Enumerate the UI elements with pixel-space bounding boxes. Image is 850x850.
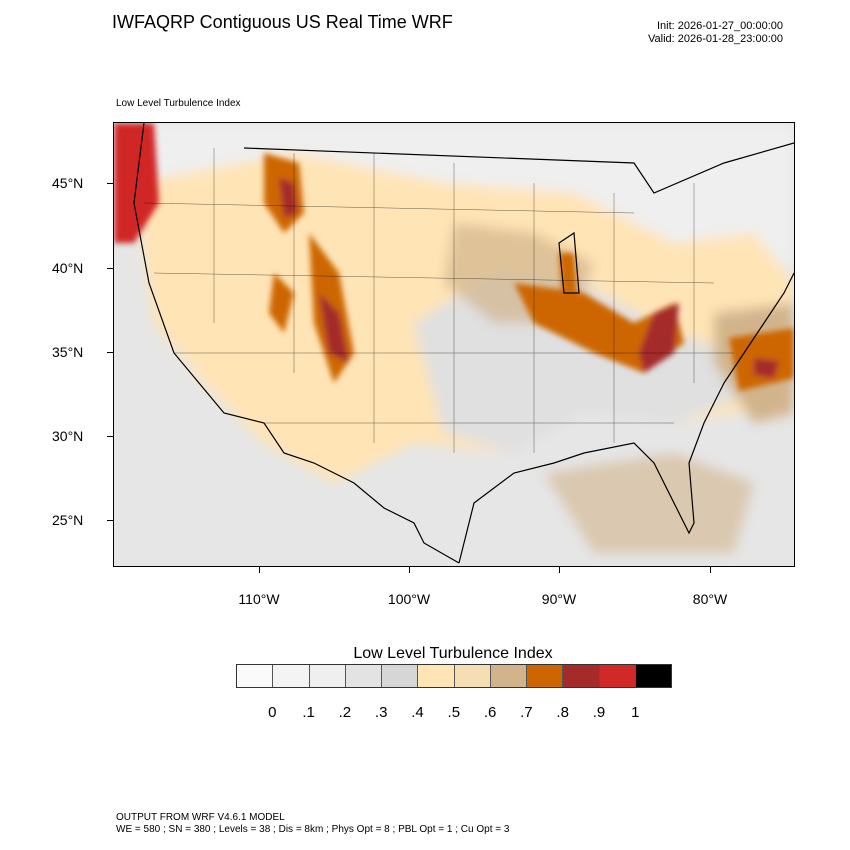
lat-label: 35°N	[52, 344, 84, 360]
colorbar-swatch	[527, 665, 564, 687]
colorbar-swatch	[382, 665, 419, 687]
colorbar-label: 1	[631, 704, 640, 721]
lat-label: 45°N	[52, 175, 84, 191]
colorbar-swatch	[563, 665, 600, 687]
model-settings: WE = 580 ; SN = 380 ; Levels = 38 ; Dis …	[116, 824, 510, 835]
map-subtitle: Low Level Turbulence Index	[116, 98, 241, 109]
init-time: Init: 2026-01-27_00:00:00	[657, 20, 783, 32]
lat-label: 25°N	[52, 512, 84, 528]
lon-tick	[559, 567, 560, 573]
colorbar-swatch	[635, 665, 671, 687]
colorbar-label: .5	[447, 704, 461, 721]
colorbar-label: .1	[302, 704, 315, 721]
colorbar	[236, 664, 672, 688]
colorbar-label: .3	[374, 704, 388, 721]
colorbar-label: .7	[520, 704, 533, 721]
lon-label: 80°W	[692, 591, 728, 607]
colorbar-label: .9	[592, 704, 606, 721]
colorbar-swatch	[418, 665, 455, 687]
lon-label: 100°W	[387, 591, 431, 607]
colorbar-swatch	[454, 665, 491, 687]
colorbar-title: Low Level Turbulence Index	[353, 645, 553, 662]
lon-label: 90°W	[541, 591, 577, 607]
plot-title: IWFAQRP Contiguous US Real Time WRF	[112, 12, 453, 32]
colorbar-swatch	[237, 665, 274, 687]
valid-time: Valid: 2026-01-28_23:00:00	[648, 33, 783, 45]
lon-tick	[409, 567, 410, 573]
colorbar-label: .4	[411, 704, 424, 721]
colorbar-label: .8	[556, 704, 569, 721]
lat-tick	[107, 183, 113, 184]
lat-tick	[107, 520, 113, 521]
lat-label: 30°N	[52, 428, 84, 444]
colorbar-label: .6	[483, 704, 497, 721]
lat-label: 40°N	[52, 260, 84, 276]
lat-tick	[107, 352, 113, 353]
turbulence-map	[113, 122, 795, 567]
model-info: OUTPUT FROM WRF V4.6.1 MODEL	[116, 812, 285, 823]
colorbar-swatch	[273, 665, 310, 687]
lat-tick	[107, 268, 113, 269]
colorbar-swatch	[309, 665, 346, 687]
lon-tick	[259, 567, 260, 573]
colorbar-swatch	[345, 665, 382, 687]
lon-tick	[710, 567, 711, 573]
colorbar-label: 0	[268, 704, 277, 721]
colorbar-label: .2	[338, 704, 352, 721]
map-field	[114, 122, 795, 566]
colorbar-swatch	[490, 665, 527, 687]
colorbar-swatch	[599, 665, 636, 687]
lat-tick	[107, 436, 113, 437]
lon-label: 110°W	[238, 591, 280, 607]
